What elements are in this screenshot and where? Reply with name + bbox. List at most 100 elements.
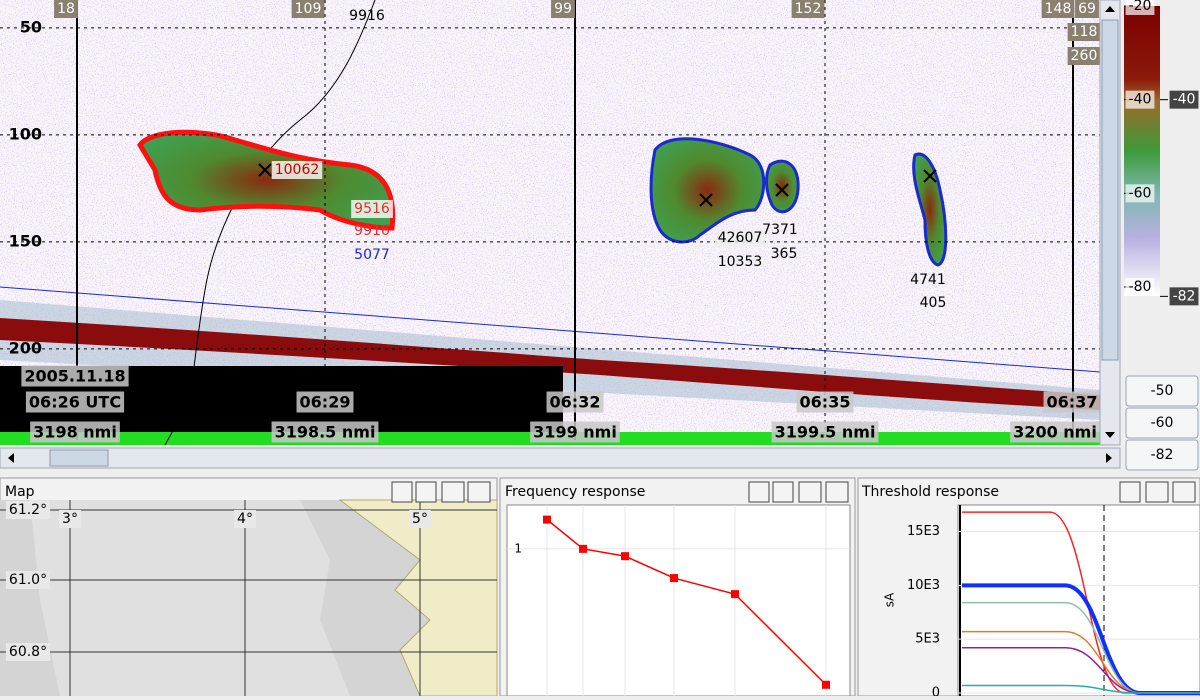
- ping-label: 148: [1045, 1, 1072, 17]
- lon-label: 4°: [237, 511, 253, 527]
- h-scrollbar[interactable]: [0, 447, 1121, 469]
- time-label: 2005.11.18: [24, 367, 125, 386]
- minimize-button[interactable]: [1172, 481, 1196, 503]
- time-label: 06:29: [300, 393, 351, 412]
- threshold-button[interactable]: [1125, 375, 1199, 407]
- time-label-bg: [296, 391, 354, 413]
- color-scale-labels: -20 -40 -60 -80 -40 -82: [1124, 0, 1199, 306]
- depth-label: 100: [9, 124, 42, 143]
- school-label: 5077: [354, 247, 390, 263]
- time-label-bg: [25, 391, 125, 413]
- school: [912, 152, 948, 267]
- ping-label: 99: [554, 1, 572, 17]
- scale-label-bg: [1125, 0, 1155, 15]
- lat-label: 61.0°: [9, 572, 47, 588]
- lon-label-bg: [59, 510, 81, 528]
- distance-label: 3198.5 nmi: [275, 423, 376, 442]
- h-scroll-thumb[interactable]: [49, 449, 109, 467]
- pin-button[interactable]: [748, 481, 770, 503]
- distance-label: 3199 nmi: [533, 423, 617, 442]
- school: [649, 137, 766, 244]
- threshold-label-bg: [1169, 90, 1199, 109]
- color-bar: [1124, 6, 1160, 296]
- response-point: [621, 552, 629, 561]
- time-label: 06:35: [800, 393, 851, 412]
- button-label: -82: [1151, 447, 1174, 463]
- ping-label: 69: [1078, 1, 1096, 17]
- school-label: 7371: [762, 222, 798, 238]
- school-label-bg: [351, 200, 393, 218]
- response-point: [670, 574, 678, 583]
- track-label: 9916: [349, 8, 385, 24]
- school-label: 405: [920, 295, 947, 311]
- threshold-button[interactable]: [1125, 439, 1199, 471]
- lat-label-bg: [5, 501, 51, 519]
- response-point: [543, 515, 551, 524]
- v-scroll-thumb[interactable]: [1101, 19, 1119, 361]
- school-label: 9916: [354, 223, 390, 239]
- threshold-button[interactable]: [1125, 407, 1199, 439]
- time-label-bg: [21, 365, 129, 387]
- depth-label: 50: [20, 17, 42, 36]
- ping-label: 152: [795, 1, 822, 17]
- school-label-bg: [714, 229, 766, 247]
- school-label: 10062: [275, 162, 320, 178]
- response-line: [546, 519, 827, 686]
- ping-label: 18: [57, 1, 75, 17]
- school-markers: [258, 163, 937, 207]
- threshold-plot: [957, 504, 1200, 697]
- threshold-label: -82: [1173, 288, 1196, 304]
- ping-label-bg: [1067, 23, 1101, 41]
- ping-label: 260: [1071, 48, 1098, 64]
- button-label: -50: [1151, 383, 1174, 399]
- frequency-plot: [506, 504, 851, 697]
- scale-label-bg: [1125, 278, 1155, 296]
- ping-label-bg: [551, 0, 575, 18]
- lon-label-bg: [409, 510, 431, 528]
- school: [765, 159, 800, 214]
- depth-label: 200: [9, 338, 42, 357]
- school-label: 42607: [718, 230, 763, 246]
- ping-label-bg: [1041, 0, 1075, 18]
- map-shelf: [30, 500, 350, 696]
- minimize-button[interactable]: [825, 481, 849, 503]
- menu-button[interactable]: [1119, 481, 1141, 503]
- echogram-labels: 50 100 150 200 18 109 99 152 148 69 118 260 9916 1006…: [0, 0, 1101, 443]
- menu-button[interactable]: [772, 481, 794, 503]
- menu-button[interactable]: [415, 481, 437, 503]
- threshold-curve: [962, 684, 1200, 694]
- float-button[interactable]: [798, 481, 822, 503]
- buttons: -50 -60 -82: [1125, 375, 1199, 471]
- school-label: 4741: [910, 272, 946, 288]
- y-tick-label: 1: [514, 541, 522, 555]
- y-tick-label: 0: [932, 686, 940, 697]
- lon-label: 3°: [62, 511, 78, 527]
- lon-label-bg: [234, 510, 256, 528]
- school-label-bg: [271, 161, 323, 179]
- lat-label: 60.8°: [9, 644, 47, 660]
- float-button[interactable]: [1145, 481, 1169, 503]
- response-point: [579, 544, 587, 553]
- panel-buttons: [391, 481, 1196, 503]
- float-button[interactable]: [441, 481, 465, 503]
- y-tick-label: 10E3: [907, 578, 940, 593]
- pin-button[interactable]: [391, 481, 413, 503]
- ping-label: 109: [295, 1, 322, 17]
- school: [137, 129, 396, 231]
- depth-label: 150: [9, 231, 42, 250]
- time-label-bg: [1043, 391, 1101, 413]
- ping-label-bg: [791, 0, 825, 18]
- minimize-button[interactable]: [467, 481, 491, 503]
- y-axis-label: sA: [883, 592, 897, 607]
- school-label: 9516: [354, 201, 390, 217]
- distance-label: 3200 nmi: [1013, 423, 1097, 442]
- distance-label-bg: [1010, 421, 1100, 443]
- panel-title: Map: [5, 484, 35, 500]
- scale-label-bg: [1125, 184, 1155, 203]
- time-label: 06:37: [1047, 393, 1098, 412]
- school-label: 365: [771, 246, 798, 262]
- dotted-lines: [324, 0, 826, 440]
- panel-title: Threshold response: [861, 484, 999, 500]
- blue-line: [0, 286, 1101, 373]
